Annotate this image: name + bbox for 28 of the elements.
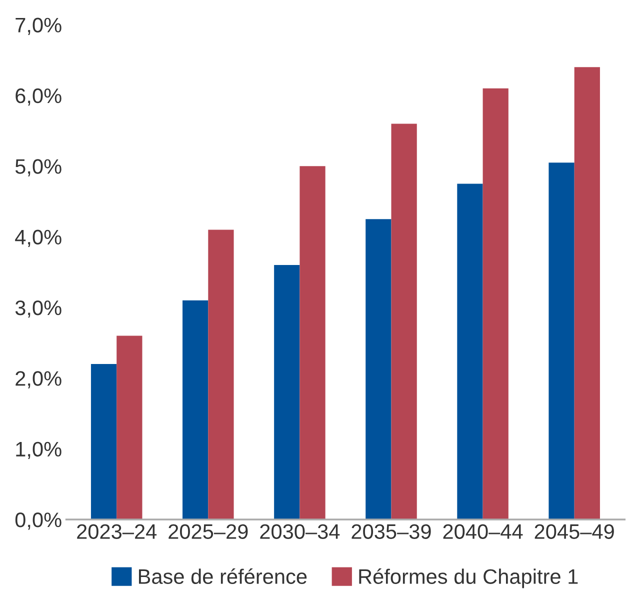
x-tick-label: 2030–34 — [260, 524, 340, 539]
bar — [457, 184, 483, 520]
y-tick-label: 0,0% — [15, 512, 62, 530]
x-tick-label: 2035–39 — [352, 524, 431, 539]
y-tick-label: 1,0% — [16, 442, 62, 460]
x-tick-label: 2045–49 — [534, 524, 614, 539]
bar — [116, 336, 142, 520]
bar — [274, 265, 300, 520]
y-tick-label: 3,0% — [15, 300, 62, 318]
bar — [482, 88, 508, 520]
bar — [366, 219, 392, 520]
bar — [208, 230, 234, 520]
bar — [548, 162, 574, 520]
bar — [300, 166, 326, 520]
bar — [574, 67, 600, 520]
x-tick-label: 2025–29 — [168, 524, 248, 539]
x-tick-label: 2023–24 — [77, 524, 157, 539]
y-tick-label: 4,0% — [15, 230, 62, 247]
legend-label: Réformes du Chapitre 1 — [359, 568, 578, 588]
y-tick-label: 7,0% — [16, 18, 62, 35]
x-tick-label: 2040–44 — [443, 524, 523, 539]
bar — [391, 124, 417, 520]
y-tick-label: 5,0% — [15, 159, 62, 176]
legend-label: Base de référence — [138, 568, 307, 584]
y-tick-label: 6,0% — [16, 88, 62, 106]
y-tick-label: 2,0% — [16, 371, 62, 388]
bar — [90, 364, 117, 520]
bar — [182, 300, 208, 520]
